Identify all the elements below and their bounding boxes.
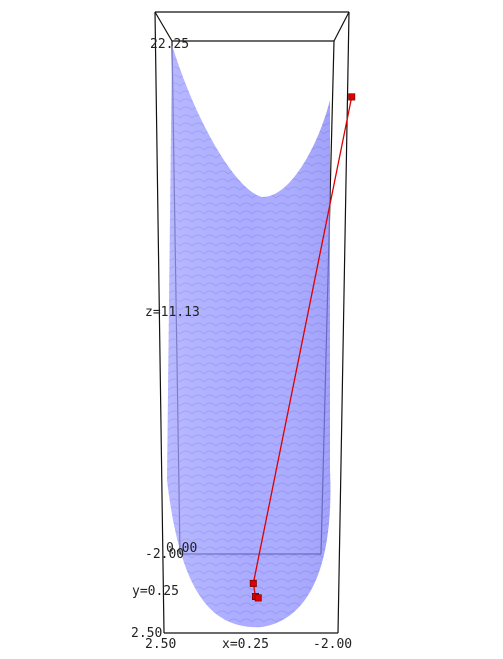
y-tick-mid: y=0.25 (132, 584, 179, 599)
x-tick-mid: x=0.25 (222, 637, 269, 652)
path-point-1 (348, 93, 356, 101)
y-tick-min: -2.00 (145, 547, 184, 562)
back-corners (154, 11, 350, 42)
y-tick-max: 2.50 (131, 626, 162, 641)
z-tick-max: 22.25 (150, 37, 189, 52)
x-tick-min: 2.50 (145, 637, 176, 652)
z-tick-mid: z=11.13 (145, 305, 200, 320)
path-point-4 (254, 594, 262, 602)
path-point-2 (249, 579, 257, 587)
bounding-box-front (154, 11, 350, 634)
path-points (249, 93, 356, 602)
surface-shading (167, 45, 331, 628)
x-tick-max: -2.00 (313, 637, 352, 652)
z-tick-min: 0.00 (166, 541, 197, 556)
